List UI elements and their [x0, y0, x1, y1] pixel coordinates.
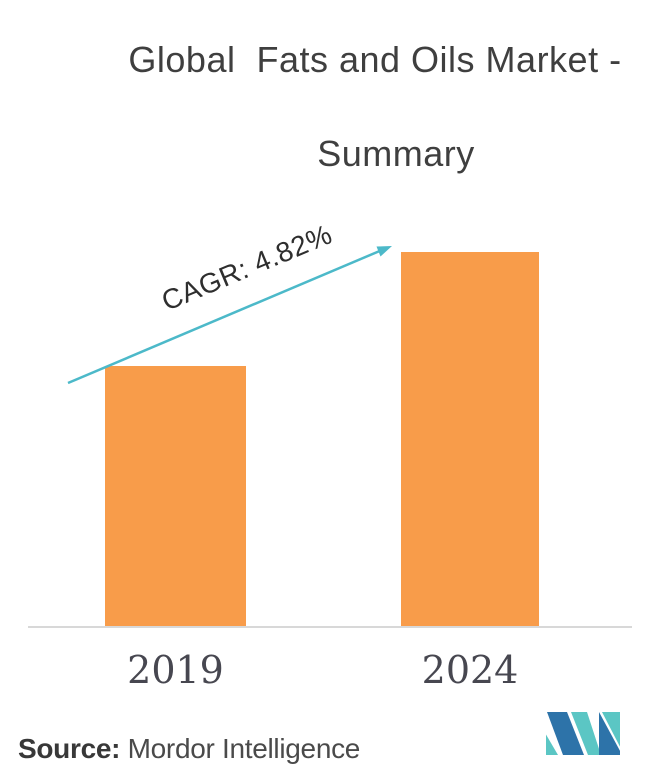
chart-title: Global Fats and Oils Market - Summary — [95, 36, 655, 224]
chart-title-line2: Summary — [317, 133, 475, 174]
x-axis-line — [28, 626, 632, 628]
source-label: Source: — [18, 733, 121, 764]
x-tick-2024: 2024 — [421, 648, 519, 692]
bar-2024 — [401, 252, 539, 626]
mordor-intelligence-logo — [546, 712, 620, 755]
cagr-trend-arrow — [67, 246, 392, 385]
source-value: Mordor Intelligence — [120, 733, 361, 764]
bar-2019 — [105, 366, 246, 626]
x-tick-2019: 2019 — [127, 648, 224, 692]
source-line: Source: Mordor Intelligence — [18, 733, 360, 765]
chart-title-line1: Global Fats and Oils Market - — [128, 39, 622, 80]
